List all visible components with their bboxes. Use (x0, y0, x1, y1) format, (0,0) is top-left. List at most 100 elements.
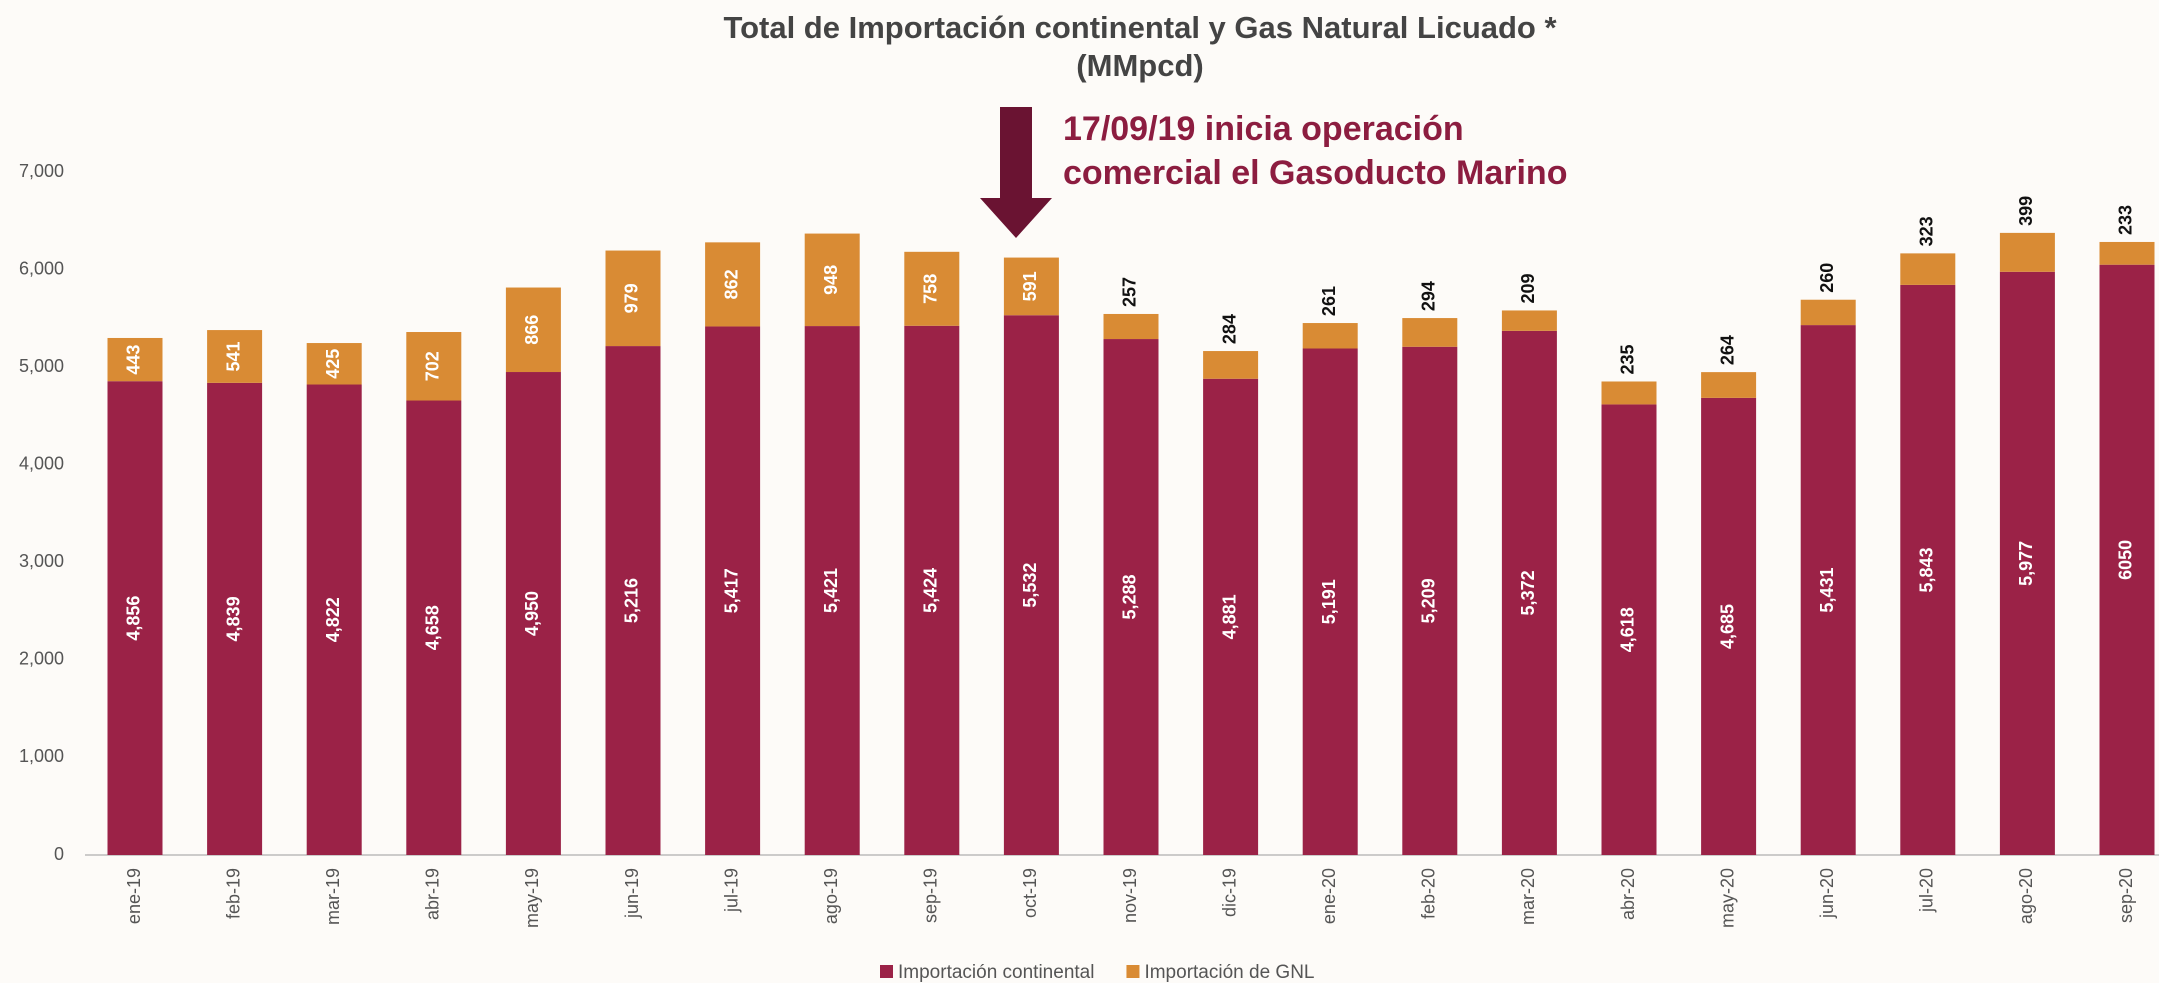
data-label: 702 (423, 351, 443, 381)
data-label: 5,421 (821, 568, 841, 613)
data-label: 5,372 (1518, 570, 1538, 615)
bar-segment (207, 330, 263, 383)
data-label: 425 (323, 349, 343, 379)
bar-segment (1601, 404, 1657, 855)
bar-segment (2099, 264, 2155, 855)
x-tick-label: sep-19 (921, 868, 941, 923)
data-label: 4,856 (124, 596, 144, 641)
bar-segment (306, 343, 362, 385)
data-label: 5,977 (2016, 541, 2036, 586)
data-label: 948 (821, 265, 841, 295)
y-tick-label: 2,000 (19, 649, 64, 669)
bar-segment (1501, 330, 1557, 855)
legend-swatch (1126, 965, 1140, 978)
data-label: 5,216 (622, 578, 642, 623)
bar-segment (1701, 372, 1757, 398)
x-tick-label: jul-20 (1917, 868, 1937, 913)
data-label: 5,209 (1419, 578, 1439, 623)
data-label: 399 (2016, 196, 2036, 226)
data-label: 264 (1717, 335, 1737, 365)
bar-segment (1103, 339, 1159, 855)
data-label: 257 (1120, 277, 1140, 307)
chart-subtitle: (MMpcd) (1076, 48, 1203, 83)
data-label: 4,822 (323, 597, 343, 642)
x-tick-label: jun-19 (622, 868, 642, 919)
data-label: 261 (1319, 286, 1339, 316)
x-tick-label: may-20 (1717, 868, 1737, 928)
data-label: 4,881 (1219, 594, 1239, 639)
data-label: 5,431 (1817, 568, 1837, 613)
bar-segment (605, 250, 661, 347)
bar-segment (1999, 232, 2055, 272)
data-label: 235 (1618, 344, 1638, 374)
data-label: 5,288 (1120, 574, 1140, 619)
x-tick-label: may-19 (522, 868, 542, 928)
bar-segment (904, 251, 960, 326)
data-label: 541 (223, 341, 243, 371)
x-tick-label: ago-20 (2016, 868, 2036, 924)
bar-segment (107, 337, 163, 382)
bar-segment (1701, 397, 1757, 855)
bar-segment (406, 332, 462, 401)
y-tick-label: 4,000 (19, 453, 64, 473)
y-tick-label: 5,000 (19, 356, 64, 376)
data-label: 862 (721, 269, 741, 299)
y-tick-label: 3,000 (19, 551, 64, 571)
x-tick-label: ene-19 (124, 868, 144, 924)
x-tick-label: nov-19 (1120, 868, 1140, 923)
bar-segment (1302, 348, 1358, 855)
data-label: 5,417 (721, 568, 741, 613)
y-tick-label: 7,000 (19, 161, 64, 181)
bar-segment (107, 381, 163, 855)
x-tick-label: sep-20 (2116, 868, 2136, 923)
x-tick-label: ene-20 (1319, 868, 1339, 924)
bar-segment (1800, 325, 1856, 855)
x-tick-label: oct-19 (1020, 868, 1040, 918)
data-label: 4,658 (423, 605, 443, 650)
data-label: 284 (1219, 314, 1239, 344)
data-label: 5,843 (1917, 547, 1937, 592)
x-tick-label: mar-20 (1518, 868, 1538, 925)
y-tick-label: 0 (54, 844, 64, 864)
chart-title: Total de Importación continental y Gas N… (723, 10, 1557, 45)
x-tick-label: feb-19 (223, 868, 243, 919)
bar-segment (1800, 299, 1856, 326)
annotation: 17/09/19 inicia operación (1063, 110, 1464, 148)
bar-segment (1302, 323, 1358, 349)
arrow (980, 107, 1052, 238)
data-label: 233 (2116, 205, 2136, 235)
bar-segment (1601, 381, 1657, 405)
x-tick-label: jun-20 (1817, 868, 1837, 919)
data-label: 591 (1020, 271, 1040, 301)
bar-segment (1900, 284, 1956, 855)
x-tick-label: jul-19 (721, 868, 741, 913)
bar-segment (2099, 241, 2155, 265)
data-label: 5,191 (1319, 579, 1339, 624)
y-tick-label: 1,000 (19, 746, 64, 766)
data-label: 4,950 (522, 591, 542, 636)
legend-label: Importación continental (898, 962, 1094, 983)
annotation: comercial el Gasoducto Marino (1063, 154, 1567, 192)
legend-label: Importación de GNL (1144, 962, 1314, 983)
y-tick-label: 6,000 (19, 258, 64, 278)
data-label: 979 (622, 283, 642, 313)
legend-swatch (880, 965, 893, 978)
data-label: 4,839 (223, 596, 243, 641)
bar-segment (306, 384, 362, 855)
data-label: 758 (921, 274, 941, 304)
data-label: 4,618 (1618, 607, 1638, 652)
data-label: 4,685 (1717, 604, 1737, 649)
bar-segment (804, 233, 860, 327)
bar-segment (705, 242, 761, 327)
bar-segment (1999, 271, 2055, 856)
data-label: 5,424 (921, 568, 941, 613)
bar-segment (1203, 351, 1259, 379)
bar-segment (1003, 315, 1059, 855)
bar-segment (1203, 378, 1259, 855)
data-label: 323 (1917, 216, 1937, 246)
bar-segment (1103, 313, 1159, 340)
bar-segment (505, 287, 561, 373)
data-label: 294 (1419, 281, 1439, 311)
x-tick-label: abr-20 (1618, 868, 1638, 920)
